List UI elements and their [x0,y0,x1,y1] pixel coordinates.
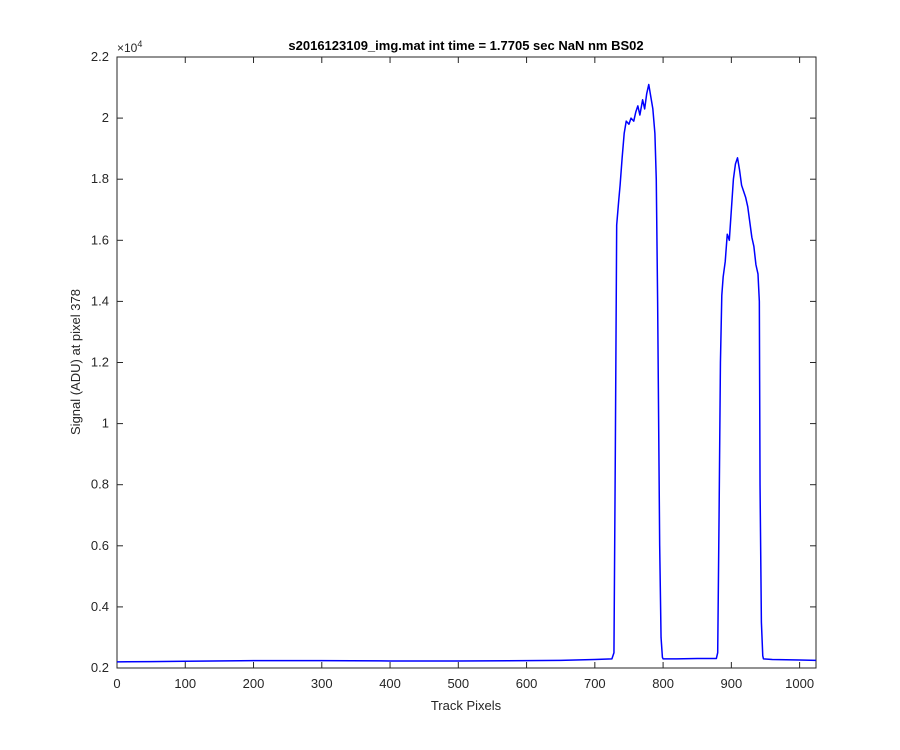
series-line-1 [116,83,817,663]
x-tick-label: 200 [243,676,265,691]
y-axis-label: Signal (ADU) at pixel 378 [68,289,83,435]
y-tick-label: 1.2 [91,355,109,370]
x-tick-label: 100 [174,676,196,691]
x-tick-label: 700 [584,676,606,691]
x-tick-label: 1000 [785,676,814,691]
x-tick-label: 300 [311,676,333,691]
ticks-layer: 0 100 200 300 400 500 600 700 800 900 1000 0.2 0.4 0.… [91,49,816,691]
plot-area [116,56,817,669]
y-tick-label: 0.8 [91,477,109,492]
y-tick-label: 2.2 [91,49,109,64]
y-tick-label: 2 [102,110,109,125]
chart-title: s2016123109_img.mat int time = 1.7705 se… [288,38,643,53]
y-tick-label: 1 [102,416,109,431]
x-axis-label: Track Pixels [431,698,502,713]
x-tick-label: 600 [516,676,538,691]
y-axis-exponent-base: ×10 [117,41,138,55]
y-axis-exponent-power: 4 [137,39,142,49]
x-tick-label: 900 [721,676,743,691]
y-tick-label: 0.6 [91,538,109,553]
y-tick-label: 1.6 [91,232,109,247]
y-tick-label: 0.4 [91,599,109,614]
data-layer [116,83,817,663]
x-tick-label: 400 [379,676,401,691]
x-tick-label: 800 [652,676,674,691]
y-tick-label: 0.2 [91,660,109,675]
y-axis-exponent: ×104 [117,39,142,55]
y-tick-label: 1.4 [91,293,109,308]
x-tick-label: 0 [113,676,120,691]
x-tick-label: 500 [447,676,469,691]
y-tick-label: 1.8 [91,171,109,186]
